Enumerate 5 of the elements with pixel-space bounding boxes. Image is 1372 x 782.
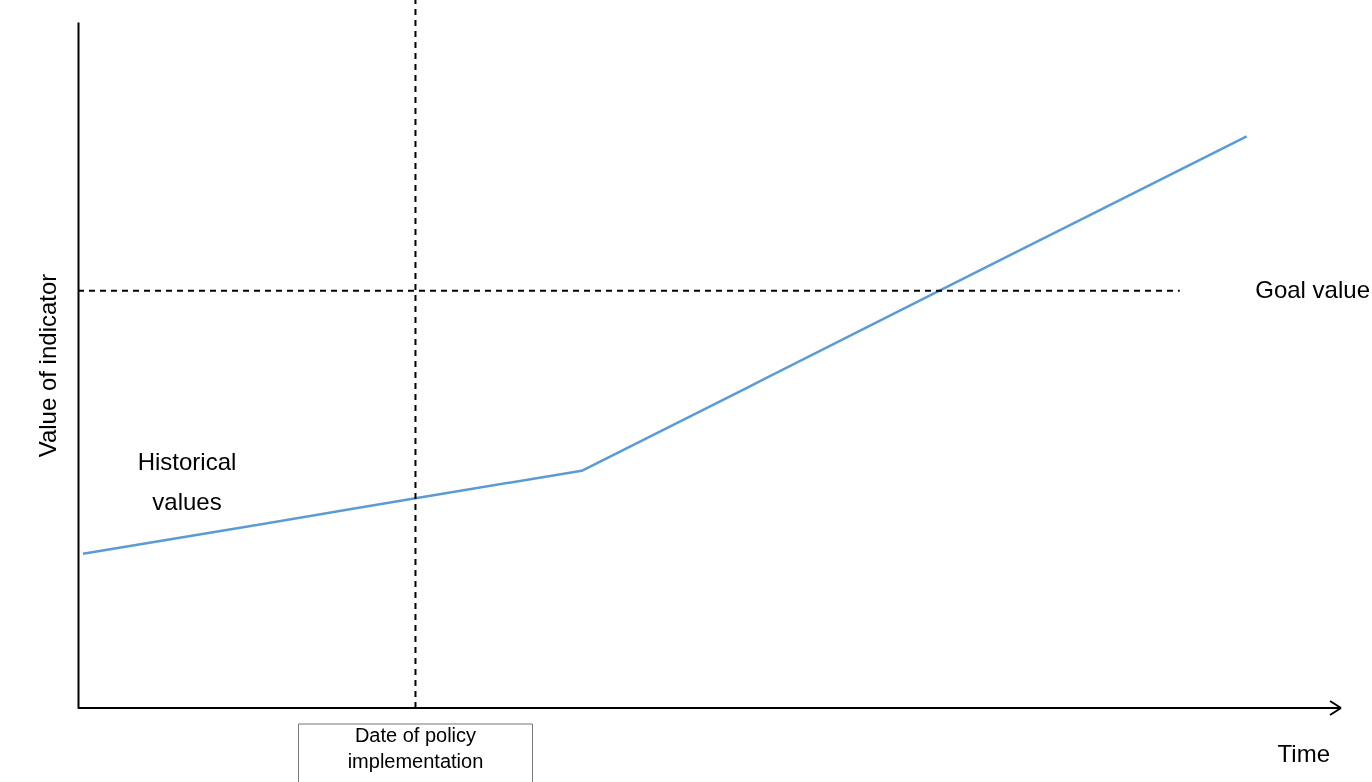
ref-line-label: Goal value: [1255, 275, 1370, 303]
y-axis-title: Value of indicator: [33, 273, 61, 458]
annotation: Historical values: [137, 448, 237, 515]
x-axis-title: Time: [1277, 740, 1330, 767]
text: Date of policy implementation: [347, 724, 484, 772]
